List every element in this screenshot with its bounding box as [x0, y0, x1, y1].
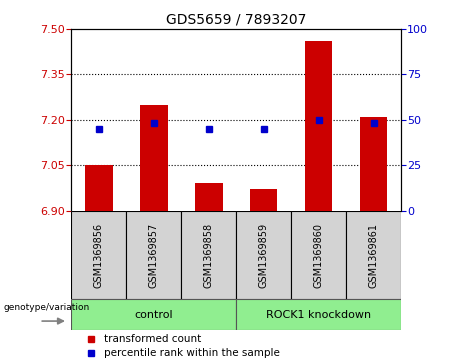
Text: GSM1369860: GSM1369860: [313, 223, 324, 287]
Bar: [346, 211, 401, 299]
Text: GSM1369861: GSM1369861: [369, 223, 378, 287]
Text: GSM1369857: GSM1369857: [149, 223, 159, 287]
Bar: [236, 211, 291, 299]
Bar: [126, 211, 181, 299]
Text: GSM1369859: GSM1369859: [259, 223, 269, 287]
Bar: [181, 211, 236, 299]
Title: GDS5659 / 7893207: GDS5659 / 7893207: [166, 12, 307, 26]
Bar: [305, 41, 332, 211]
Text: GSM1369856: GSM1369856: [94, 223, 104, 287]
Bar: [360, 117, 387, 211]
Bar: [291, 211, 346, 299]
Bar: [250, 189, 278, 211]
Bar: [71, 299, 236, 330]
Text: GSM1369858: GSM1369858: [204, 223, 214, 287]
Text: transformed count: transformed count: [104, 334, 201, 344]
Text: genotype/variation: genotype/variation: [4, 303, 90, 312]
Text: percentile rank within the sample: percentile rank within the sample: [104, 347, 280, 358]
Text: control: control: [135, 310, 173, 320]
Bar: [71, 211, 126, 299]
Text: ROCK1 knockdown: ROCK1 knockdown: [266, 310, 371, 320]
Bar: [140, 105, 168, 211]
Bar: [195, 183, 223, 211]
Bar: [85, 165, 112, 211]
Bar: [236, 299, 401, 330]
